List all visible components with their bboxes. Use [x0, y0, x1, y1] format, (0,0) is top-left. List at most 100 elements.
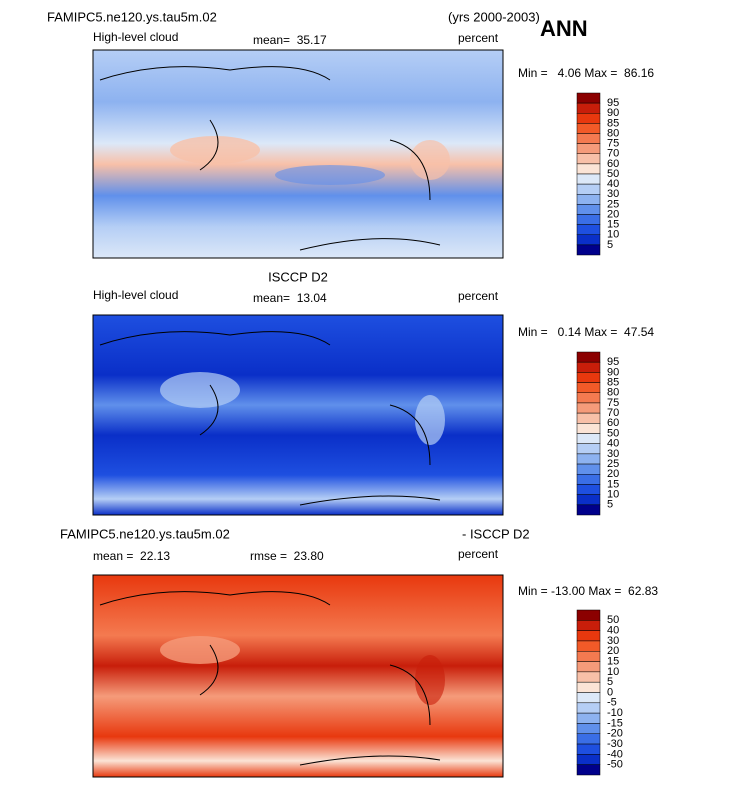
- colorbar-label: 40: [607, 178, 619, 190]
- mean-label: mean= 35.17: [253, 33, 327, 47]
- units: percent: [458, 31, 499, 45]
- field-label: High-level cloud: [93, 30, 178, 44]
- colorbar-swatch: [576, 692, 601, 704]
- colorbar-swatch: [576, 351, 601, 363]
- colorbar-swatch: [576, 204, 601, 215]
- colorbar-label: -20: [607, 728, 623, 740]
- colorbar-label: 70: [607, 148, 619, 160]
- colorbar-label: -30: [607, 738, 623, 750]
- colorbar-swatch: [576, 412, 601, 424]
- colorbar-swatch: [576, 433, 601, 444]
- colorbar-label: 20: [607, 468, 619, 480]
- colorbar-label: 90: [607, 107, 619, 119]
- colorbar-swatch: [576, 764, 601, 776]
- colorbar-swatch: [576, 163, 601, 175]
- mean-label: mean = 22.13: [93, 549, 170, 563]
- panel-title-right: - ISCCP D2: [462, 526, 530, 541]
- colorbar-label: 5: [607, 239, 613, 251]
- colorbar-label: 5: [607, 499, 613, 511]
- range-label: Min = 4.06 Max = 86.16: [518, 66, 654, 80]
- colorbar-label: 20: [607, 208, 619, 220]
- colorbar-label: -15: [607, 717, 623, 729]
- colorbar-label: 40: [607, 438, 619, 450]
- mean-label: mean= 13.04: [253, 291, 327, 305]
- colorbar-label: -40: [607, 748, 623, 760]
- colorbar-label: 60: [607, 158, 619, 170]
- colorbar-swatch: [576, 361, 601, 373]
- colorbar-swatch: [576, 671, 601, 683]
- colorbar-label: 70: [607, 407, 619, 419]
- colorbar-swatch: [576, 463, 601, 475]
- panel-title: FAMIPC5.ne120.ys.tau5m.02: [60, 526, 230, 541]
- colorbar-label: 40: [607, 625, 619, 637]
- colorbar-swatch: [576, 92, 601, 104]
- colorbar-swatch: [576, 244, 601, 256]
- colorbar-swatch: [576, 702, 601, 714]
- colorbar-label: -5: [607, 697, 617, 709]
- colorbar-swatch: [576, 382, 601, 393]
- panel-title: ISCCP D2: [268, 269, 328, 284]
- colorbar-label: 75: [607, 138, 619, 150]
- units: percent: [458, 289, 499, 303]
- colorbar-swatch: [576, 102, 601, 114]
- colorbar-swatch: [576, 681, 601, 693]
- range-label: Min = -13.00 Max = 62.83: [518, 584, 658, 598]
- colorbar-label: 15: [607, 478, 619, 490]
- colorbar-label: 75: [607, 397, 619, 409]
- range-label: Min = 0.14 Max = 47.54: [518, 325, 654, 339]
- colorbar-label: 95: [607, 97, 619, 109]
- colorbar-swatch: [576, 123, 601, 134]
- colorbar-label: 30: [607, 448, 619, 460]
- colorbar-swatch: [576, 423, 601, 434]
- colorbar-label: 50: [607, 614, 619, 626]
- colorbar-swatch: [576, 474, 601, 485]
- colorbar-label: -50: [607, 759, 623, 771]
- colorbar-label: 90: [607, 366, 619, 378]
- colorbar-label: -10: [607, 707, 623, 719]
- field-label: High-level cloud: [93, 288, 178, 302]
- years: (yrs 2000-2003): [448, 9, 540, 24]
- colorbar-label: 25: [607, 458, 619, 470]
- colorbar-swatch: [576, 712, 601, 724]
- colorbar-label: 10: [607, 229, 619, 241]
- colorbar-label: 0: [607, 686, 613, 698]
- colorbar-label: 30: [607, 635, 619, 647]
- colorbar-swatch: [576, 153, 601, 165]
- figure-title: FAMIPC5.ne120.ys.tau5m.02: [47, 9, 217, 24]
- colorbar-swatch: [576, 443, 601, 455]
- colorbar-label: 15: [607, 655, 619, 667]
- colorbar-swatch: [576, 743, 601, 755]
- colorbar-label: 60: [607, 417, 619, 429]
- colorbar-label: 95: [607, 356, 619, 368]
- colorbar-swatch: [576, 402, 601, 414]
- colorbar-swatch: [576, 143, 601, 154]
- colorbar-swatch: [576, 651, 601, 662]
- colorbar-swatch: [576, 214, 601, 225]
- colorbar-swatch: [576, 754, 601, 765]
- colorbar-label: 5: [607, 676, 613, 688]
- colorbar-swatch: [576, 620, 601, 631]
- colorbar-swatch: [576, 609, 601, 621]
- colorbar-swatch: [576, 504, 601, 516]
- colorbar-swatch: [576, 484, 601, 495]
- units: percent: [458, 547, 499, 561]
- colorbar-swatch: [576, 494, 601, 506]
- colorbar-label: 30: [607, 188, 619, 200]
- colorbar-label: 50: [607, 427, 619, 439]
- colorbar-swatch: [576, 194, 601, 205]
- colorbar-label: 20: [607, 645, 619, 657]
- colorbar-swatch: [576, 453, 601, 465]
- colorbar-swatch: [576, 630, 601, 642]
- colorbar-swatch: [576, 392, 601, 404]
- colorbar-label: 10: [607, 666, 619, 678]
- colorbar-swatch: [576, 113, 601, 124]
- colorbar-label: 85: [607, 117, 619, 129]
- colorbar-swatch: [576, 372, 601, 383]
- colorbar-label: 15: [607, 219, 619, 231]
- colorbar-swatch: [576, 133, 601, 144]
- map: [92, 574, 504, 778]
- colorbar-swatch: [576, 723, 601, 734]
- colorbar-label: 85: [607, 376, 619, 388]
- colorbar-swatch: [576, 640, 601, 652]
